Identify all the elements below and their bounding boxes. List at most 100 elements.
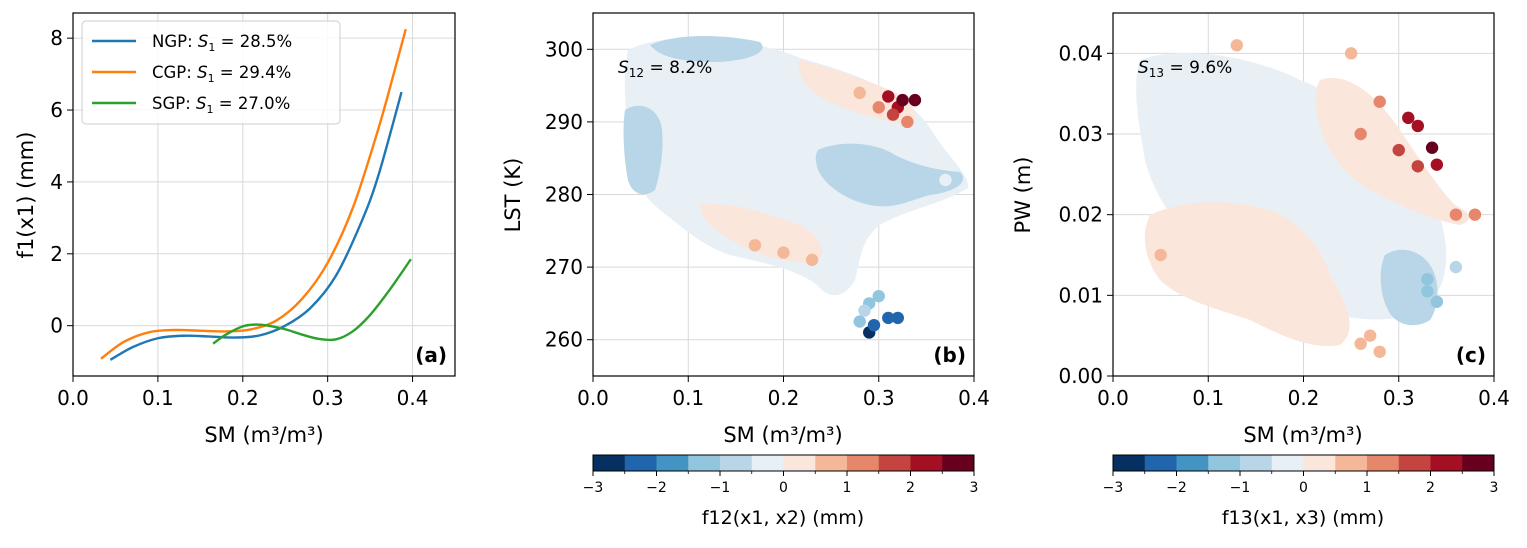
x-tick-label: 0.3 xyxy=(863,386,895,410)
svg-text:SGP: S1 = 27.0%: SGP: S1 = 27.0% xyxy=(152,94,290,116)
colorbar-bin xyxy=(1367,455,1400,471)
annotation-s13: S13 = 9.6% xyxy=(1138,58,1232,80)
colorbar-bin xyxy=(593,455,626,471)
scatter-point xyxy=(748,239,762,252)
svg-text:CGP: S1 = 29.4%: CGP: S1 = 29.4% xyxy=(152,63,291,85)
y-tick-label: 0 xyxy=(50,314,63,338)
colorbar-tick-label: 1 xyxy=(843,480,852,496)
svg-text:NGP: S1 = 28.5%: NGP: S1 = 28.5% xyxy=(152,32,292,54)
scatter-point xyxy=(1425,141,1439,154)
scatter-point xyxy=(1183,87,1196,100)
x-tick-label: 0.0 xyxy=(57,386,89,410)
y-tick-label: 0.00 xyxy=(1058,364,1103,388)
ticks-b: 0.0 0.1 0.2 0.3 0.4 260 270 280 290 300 xyxy=(545,37,990,410)
region-b-blue-left xyxy=(623,105,663,195)
scatter-point xyxy=(853,86,866,100)
legend-label-sgp: SGP xyxy=(152,94,185,113)
scatter-point xyxy=(882,311,895,325)
scatter-point xyxy=(901,115,914,129)
x-tick-label: 0.0 xyxy=(577,386,609,410)
colorbar-bin xyxy=(783,455,816,471)
scatter-points-b xyxy=(634,43,952,339)
scatter-point xyxy=(1354,127,1367,141)
scatter-point xyxy=(1202,273,1215,286)
scatter-point xyxy=(1221,127,1234,141)
y-tick-label: 0.03 xyxy=(1058,122,1103,146)
colorbar-tick-label: 0 xyxy=(1299,480,1308,496)
scatter-point xyxy=(858,304,871,317)
x-tick-label: 0.0 xyxy=(1097,386,1129,410)
colorbar-bin xyxy=(624,455,657,471)
panel-label-c: (c) xyxy=(1456,343,1486,367)
scatter-point xyxy=(682,43,695,56)
scatter-point xyxy=(1154,248,1167,262)
colorbar-tick-label: −1 xyxy=(1230,480,1251,496)
legend-label-ngp: NGP xyxy=(152,32,187,51)
region-c-blue-right xyxy=(1380,249,1438,326)
scatter-point xyxy=(1344,47,1358,60)
colorbar-bin xyxy=(1303,455,1336,471)
colorbar-bin xyxy=(1430,455,1463,471)
scatter-point xyxy=(853,315,866,328)
legend-value-sgp: 27.0% xyxy=(238,94,290,113)
axes-frame-a xyxy=(72,12,456,377)
legend-label-cgp: CGP xyxy=(152,63,186,82)
y-axis-label-a: f1(x1) (mm) xyxy=(14,132,38,259)
scatter-point xyxy=(1373,345,1386,358)
y-tick-label: 2 xyxy=(50,242,63,266)
x-tick-label: 0.2 xyxy=(227,386,259,410)
colorbar-tick-label: 3 xyxy=(1490,480,1499,496)
legend-item-ngp: NGP: S1 = 28.5% xyxy=(92,32,292,54)
series-line-sgp xyxy=(212,258,412,345)
scatter-point xyxy=(1430,295,1444,308)
scatter-point xyxy=(1392,143,1405,157)
y-tick-label: 290 xyxy=(545,110,583,134)
lines-a xyxy=(100,28,412,361)
legend-value-ngp: 28.5% xyxy=(240,32,292,51)
scatter-point xyxy=(1411,160,1425,173)
legend: NGP: S1 = 28.5% CGP: S1 = 29.4% SGP: S1 … xyxy=(81,20,341,125)
y-tick-label: 0.04 xyxy=(1058,41,1103,65)
colorbar-bin xyxy=(1208,455,1241,471)
colorbar-bin xyxy=(1144,455,1177,471)
colorbar-tick-label: 2 xyxy=(906,480,915,496)
x-tick-label: 0.4 xyxy=(397,386,429,410)
legend-value-cgp: 29.4% xyxy=(239,63,291,82)
colorbar-bin xyxy=(720,455,753,471)
colorbar-bin xyxy=(1335,455,1368,471)
colorbar-tick-label: 1 xyxy=(1363,480,1372,496)
colorbar-bin xyxy=(656,455,689,471)
scatter-point xyxy=(729,152,743,165)
x-tick-label: 0.1 xyxy=(1192,386,1224,410)
colorbar-label-c: f13(x1, x3) (mm) xyxy=(1222,507,1384,529)
legend-item-sgp: SGP: S1 = 27.0% xyxy=(92,94,290,116)
y-tick-label: 0.02 xyxy=(1058,203,1103,227)
colorbar-tick-label: 2 xyxy=(1426,480,1435,496)
colorbar-bin xyxy=(942,455,975,471)
colorbar-tick-label: 3 xyxy=(970,480,979,496)
x-tick-label: 0.2 xyxy=(768,386,800,410)
colorbar-bin xyxy=(815,455,848,471)
scatter-point xyxy=(908,93,922,107)
y-tick-label: 0.01 xyxy=(1058,283,1103,307)
x-axis-label-a: SM (m³/m³) xyxy=(204,423,323,447)
colorbar-bin xyxy=(1240,455,1273,471)
x-axis-label-c: SM (m³/m³) xyxy=(1243,423,1362,447)
scatter-point xyxy=(1449,260,1463,274)
colorbar-tick-label: −2 xyxy=(1166,480,1187,496)
colorbar-bin xyxy=(688,455,721,471)
legend-item-cgp: CGP: S1 = 29.4% xyxy=(92,63,291,85)
region-b-red-left xyxy=(700,204,823,263)
y-tick-label: 6 xyxy=(50,98,63,122)
y-tick-label: 260 xyxy=(545,328,583,352)
scatter-point xyxy=(1468,208,1482,221)
y-tick-label: 300 xyxy=(545,37,583,61)
y-tick-label: 8 xyxy=(50,26,63,50)
x-tick-label: 0.4 xyxy=(958,386,990,410)
scatter-point xyxy=(1373,95,1386,108)
colorbar-bin xyxy=(847,455,880,471)
scatter-point xyxy=(805,253,819,267)
region-b-blue-top xyxy=(650,36,763,62)
scatter-point xyxy=(867,318,881,332)
scatter-point xyxy=(1430,158,1444,171)
